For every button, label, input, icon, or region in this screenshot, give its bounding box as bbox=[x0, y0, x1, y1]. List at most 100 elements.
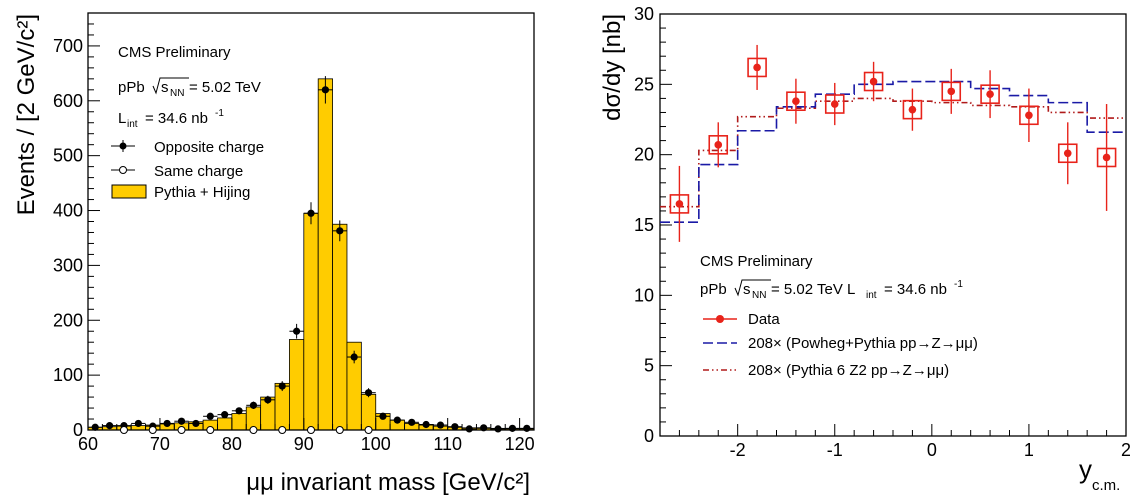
x-tick-label: 0 bbox=[927, 440, 937, 460]
same-charge-points bbox=[119, 426, 373, 434]
same-charge-point bbox=[177, 426, 186, 434]
data-point bbox=[508, 424, 517, 432]
data-point bbox=[465, 425, 473, 433]
data-point bbox=[1063, 149, 1072, 158]
svg-text:-1: -1 bbox=[215, 108, 224, 119]
y-tick-label: 300 bbox=[53, 255, 83, 275]
y-tick-label: 30 bbox=[634, 4, 654, 24]
y-tick-label: 20 bbox=[634, 145, 654, 165]
x-tick-label: 110 bbox=[433, 434, 462, 454]
legend-data-label: Data bbox=[748, 311, 780, 328]
mc-bar bbox=[217, 417, 233, 431]
energy-label-right: pPb s NN = 5.02 TeV L int = 34.6 nb -1 bbox=[700, 279, 963, 301]
left-axis-ticks: 60 70 80 90 100 110 120 0 100 200 300 400 500 600 700 bbox=[53, 23, 535, 454]
data-point bbox=[235, 407, 243, 415]
y-tick-label: 200 bbox=[53, 310, 83, 330]
same-charge-point bbox=[335, 426, 344, 434]
left-y-axis-title: Events / [2 GeV/c²] bbox=[13, 14, 40, 215]
y-tick-label: 5 bbox=[644, 356, 654, 376]
data-point bbox=[163, 419, 171, 428]
data-point bbox=[753, 63, 761, 72]
data-point bbox=[947, 87, 956, 96]
data-point bbox=[221, 411, 229, 419]
data-point bbox=[364, 389, 373, 397]
data-point bbox=[177, 417, 186, 425]
x-tick-label: 80 bbox=[222, 434, 242, 454]
data-point bbox=[675, 200, 684, 208]
x-tick-label: 70 bbox=[150, 434, 170, 454]
data-point bbox=[192, 419, 200, 428]
svg-text:-1: -1 bbox=[954, 279, 963, 290]
same-charge-point bbox=[148, 426, 157, 434]
mc-bar bbox=[317, 78, 333, 431]
data-point bbox=[350, 353, 358, 361]
svg-text:= 34.6 nb: = 34.6 nb bbox=[884, 281, 947, 298]
data-point bbox=[321, 86, 329, 94]
y-tick-label: 10 bbox=[634, 285, 654, 305]
data-point bbox=[278, 382, 286, 390]
data-point bbox=[436, 421, 445, 429]
x-tick-label: -1 bbox=[827, 440, 843, 460]
legend-same-charge: Same charge bbox=[111, 163, 243, 180]
data-point bbox=[379, 412, 387, 420]
x-tick-label: 2 bbox=[1121, 440, 1130, 460]
svg-text:= 34.6 nb: = 34.6 nb bbox=[145, 110, 208, 127]
same-charge-point bbox=[278, 426, 287, 434]
svg-text:NN: NN bbox=[752, 290, 766, 301]
mc-histogram bbox=[87, 78, 535, 431]
data-point bbox=[714, 141, 723, 149]
x-tick-label: 100 bbox=[361, 434, 391, 454]
svg-text:pPb: pPb bbox=[700, 281, 727, 298]
svg-text:= 5.02 TeV L: = 5.02 TeV L bbox=[771, 281, 855, 298]
legend-pythia-label: 208× (Pythia 6 Z2 pp→Z→μμ) bbox=[748, 362, 949, 379]
data-point bbox=[408, 418, 416, 426]
data-point bbox=[422, 420, 430, 429]
data-point bbox=[264, 396, 272, 404]
legend-mc-label: Pythia + Hijing bbox=[154, 184, 250, 201]
mc-bar bbox=[231, 413, 247, 431]
legend-opposite-label: Opposite charge bbox=[154, 139, 264, 156]
svg-text:= 5.02 TeV: = 5.02 TeV bbox=[189, 79, 261, 96]
legend-opposite-charge: Opposite charge bbox=[111, 139, 264, 156]
y-tick-label: 500 bbox=[53, 146, 83, 166]
data-point bbox=[293, 327, 301, 335]
y-tick-label: 700 bbox=[53, 36, 83, 56]
legend-same-label: Same charge bbox=[154, 163, 243, 180]
svg-text:NN: NN bbox=[170, 88, 184, 99]
cms-label-right: CMS Preliminary bbox=[700, 253, 813, 270]
y-tick-label: 400 bbox=[53, 201, 83, 221]
lumi-label-left: L int = 34.6 nb -1 bbox=[118, 108, 224, 130]
data-point bbox=[249, 401, 258, 409]
data-point bbox=[523, 424, 531, 432]
data-point bbox=[494, 425, 502, 433]
data-point bbox=[792, 97, 800, 106]
y-tick-label: 100 bbox=[53, 365, 83, 385]
same-charge-point bbox=[249, 426, 258, 434]
y-tick-label: 0 bbox=[73, 420, 83, 440]
svg-text:pPb: pPb bbox=[118, 79, 145, 96]
y-tick-label: 0 bbox=[644, 426, 654, 446]
right-y-axis-title: dσ/dy [nb] bbox=[599, 14, 626, 121]
x-tick-label: 90 bbox=[294, 434, 314, 454]
svg-text:int: int bbox=[866, 290, 877, 301]
x-tick-label: 1 bbox=[1024, 440, 1034, 460]
legend-data: Data bbox=[703, 311, 780, 328]
right-mc-curves bbox=[660, 80, 1126, 223]
energy-label-left: pPb s NN = 5.02 TeV bbox=[118, 77, 261, 99]
same-charge-point bbox=[206, 426, 215, 434]
data-point bbox=[393, 416, 401, 424]
data-point bbox=[986, 90, 994, 98]
same-charge-point bbox=[364, 426, 373, 434]
y-tick-label: 25 bbox=[634, 74, 654, 94]
right-plot-frame bbox=[659, 13, 1127, 437]
data-point bbox=[206, 412, 214, 420]
data-point bbox=[336, 227, 344, 235]
right-x-axis-title: y c.m. bbox=[1079, 454, 1120, 494]
left-x-axis-title: μμ invariant mass [GeV/c²] bbox=[246, 469, 530, 496]
left-data-points bbox=[88, 76, 534, 433]
data-point bbox=[1102, 153, 1111, 162]
mc-bar bbox=[332, 223, 348, 431]
mc-bar bbox=[289, 339, 305, 431]
